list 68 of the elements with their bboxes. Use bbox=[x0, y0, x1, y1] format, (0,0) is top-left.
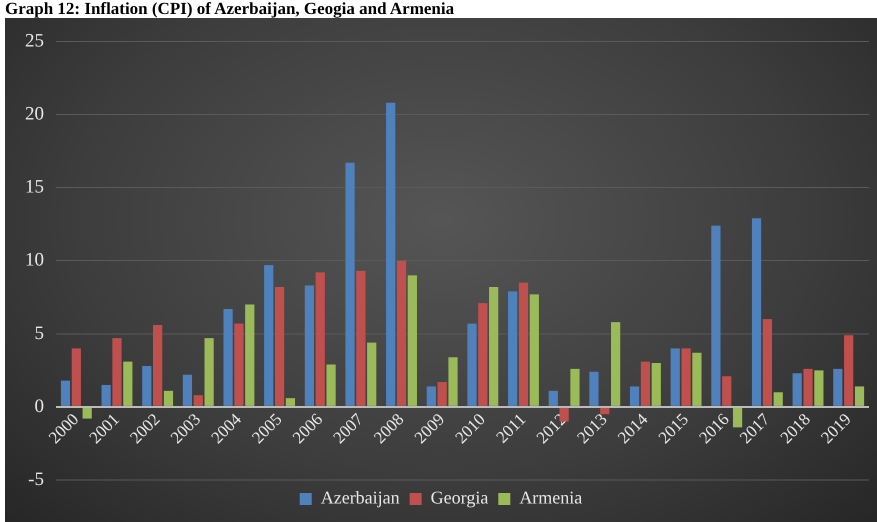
y-tick-label: 5 bbox=[34, 322, 44, 344]
bar bbox=[234, 324, 244, 406]
bar bbox=[316, 272, 325, 406]
bar bbox=[396, 260, 406, 406]
y-tick-label: 25 bbox=[25, 30, 44, 52]
bar bbox=[692, 352, 702, 406]
bar bbox=[245, 304, 254, 406]
bar bbox=[326, 364, 336, 406]
y-tick-label: 10 bbox=[25, 250, 44, 271]
bar bbox=[854, 386, 864, 406]
legend-label: Georgia bbox=[430, 488, 488, 508]
y-tick-label: 20 bbox=[25, 103, 44, 124]
bar bbox=[803, 368, 813, 406]
bar bbox=[386, 102, 396, 406]
bar bbox=[60, 380, 70, 406]
bar bbox=[102, 384, 111, 406]
bar bbox=[600, 408, 610, 414]
bar bbox=[304, 286, 314, 406]
bar bbox=[774, 392, 783, 406]
bar bbox=[530, 294, 539, 406]
bar bbox=[681, 348, 691, 406]
bar bbox=[508, 291, 518, 406]
bar bbox=[264, 265, 274, 406]
legend-label: Azerbaijan bbox=[320, 488, 400, 508]
bar bbox=[182, 374, 192, 406]
bar bbox=[123, 362, 132, 406]
bar bbox=[762, 319, 772, 406]
bar bbox=[670, 348, 680, 406]
bar bbox=[844, 335, 854, 406]
bar bbox=[274, 287, 284, 406]
y-tick-label: 15 bbox=[25, 176, 44, 198]
bar bbox=[367, 342, 376, 406]
bar bbox=[478, 303, 488, 406]
chart-title: Graph 12: Inflation (CPI) of Azerbaijan, Geogia and Armenia bbox=[5, 0, 454, 18]
bar bbox=[570, 368, 580, 406]
bar bbox=[164, 390, 174, 406]
bar bbox=[652, 363, 661, 406]
bar bbox=[345, 162, 355, 406]
bar bbox=[711, 226, 720, 406]
bar bbox=[752, 218, 762, 406]
bar bbox=[448, 357, 458, 406]
bar bbox=[356, 270, 366, 406]
legend-label: Armenia bbox=[519, 488, 582, 508]
bar bbox=[142, 366, 152, 406]
bar bbox=[640, 362, 650, 406]
bar bbox=[286, 398, 296, 406]
bar bbox=[223, 308, 233, 406]
bar bbox=[722, 376, 732, 406]
bar bbox=[589, 372, 599, 406]
y-tick-label: 0 bbox=[34, 396, 44, 417]
bar bbox=[833, 368, 842, 406]
bar bbox=[194, 395, 203, 406]
bar bbox=[489, 287, 498, 406]
bar bbox=[426, 386, 436, 406]
bar bbox=[630, 386, 640, 406]
y-tick-label: -5 bbox=[28, 468, 44, 490]
bar bbox=[438, 382, 447, 406]
bar bbox=[467, 324, 477, 406]
bar bbox=[408, 275, 417, 406]
bar bbox=[792, 373, 802, 406]
bar bbox=[611, 322, 620, 406]
bar bbox=[548, 390, 558, 406]
bar bbox=[518, 282, 528, 406]
bar bbox=[112, 338, 122, 406]
bar bbox=[814, 370, 824, 406]
bar bbox=[204, 338, 214, 406]
bar bbox=[72, 348, 81, 406]
bar bbox=[153, 325, 162, 406]
